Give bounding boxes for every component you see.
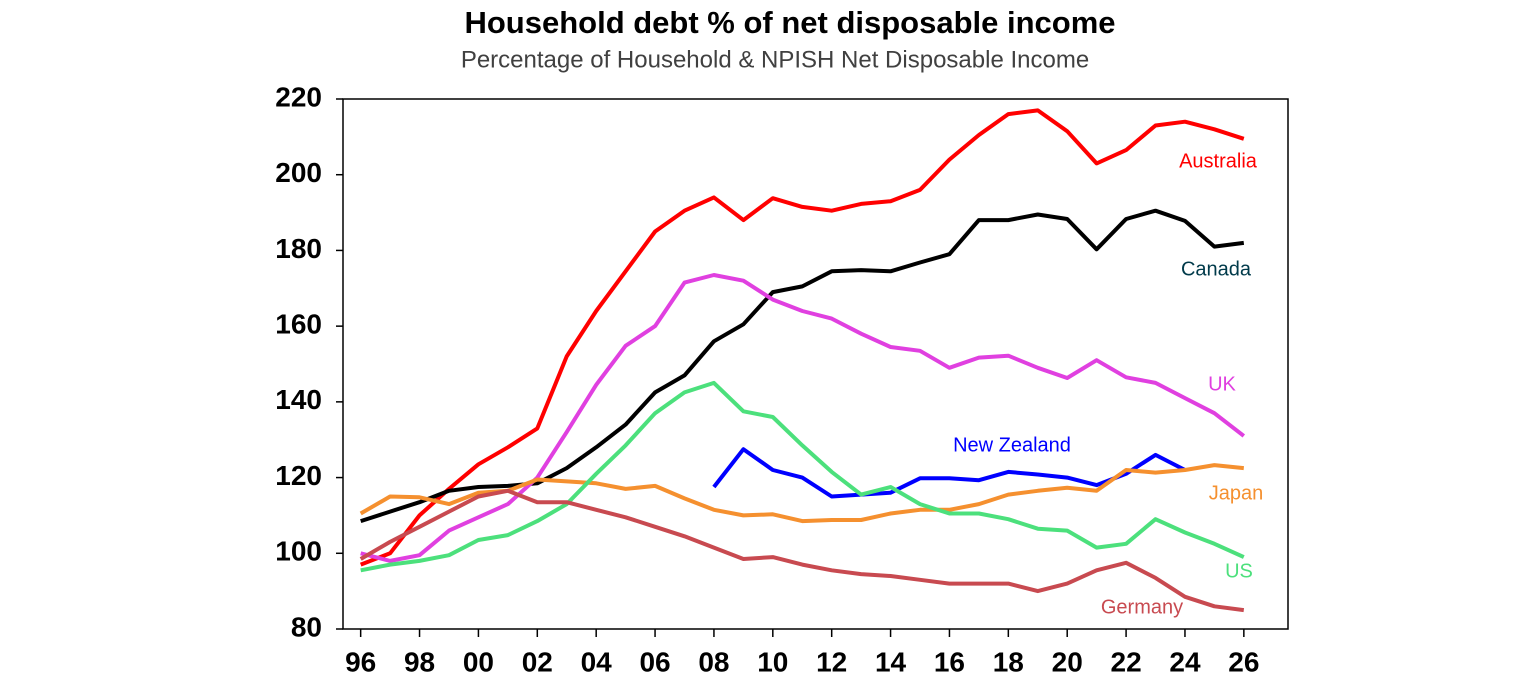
series-line [360,380,1245,573]
y-tick-label: 160 [275,309,322,340]
series-label: New Zealand [953,434,1071,456]
series-label: US [1225,560,1253,582]
x-tick-label: 04 [581,646,613,677]
y-tick-label: 120 [275,460,322,491]
x-tick-label: 06 [639,646,670,677]
series-line [360,208,1245,524]
x-tick-label: 14 [875,646,907,677]
x-tick-label: 20 [1052,646,1083,677]
series-label: Germany [1101,596,1183,618]
x-tick-label: 26 [1228,646,1259,677]
x-tick-label: 02 [522,646,553,677]
x-tick-label: 16 [934,646,965,677]
series-line [360,273,1246,563]
series-line [359,108,1245,567]
x-tick-label: 98 [404,646,435,677]
y-tick-label: 80 [291,611,322,642]
plot-frame [342,98,1289,630]
y-tick-label: 220 [275,81,322,112]
x-tick-label: 22 [1111,646,1142,677]
x-tick-label: 12 [816,646,847,677]
y-tick-label: 200 [275,157,322,188]
series-label: Canada [1181,258,1252,280]
y-tick-label: 180 [275,233,322,264]
series-line [359,488,1245,613]
series-label: Australia [1179,150,1258,172]
y-tick-label: 140 [275,384,322,415]
series-label: Japan [1209,482,1264,504]
x-tick-label: 18 [993,646,1024,677]
y-tick-label: 100 [275,536,322,567]
x-tick-label: 08 [698,646,729,677]
chart-title: Household debt % of net disposable incom… [464,5,1115,40]
chart-subtitle: Percentage of Household & NPISH Net Disp… [461,46,1089,73]
x-tick-label: 00 [463,646,494,677]
x-tick-label: 96 [345,646,376,677]
x-tick-label: 10 [757,646,788,677]
series-label: UK [1208,373,1236,395]
series-line [712,447,1186,499]
x-tick-label: 24 [1169,646,1201,677]
